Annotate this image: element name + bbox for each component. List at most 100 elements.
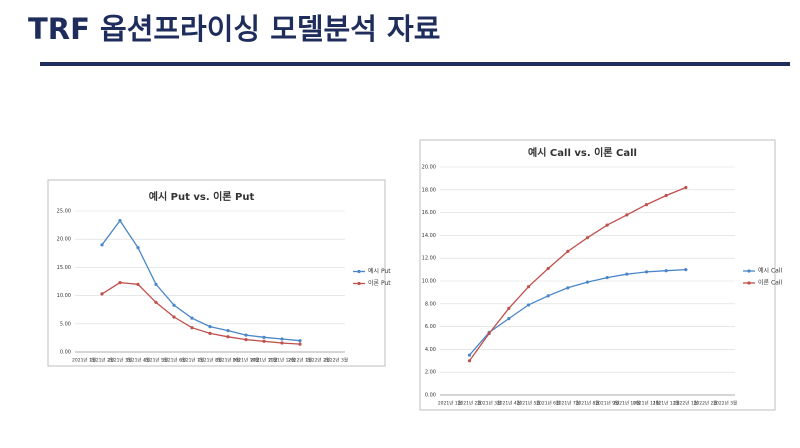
- x-tick-label: 2021년 4월: [126, 357, 150, 364]
- legend-label: 예시 Put: [368, 267, 391, 275]
- point: [546, 294, 550, 298]
- x-tick-label: 2021년 2월: [90, 357, 114, 364]
- x-tick-label: 2021년 5월: [516, 400, 540, 407]
- legend-marker: [747, 269, 751, 273]
- point: [190, 326, 194, 330]
- y-tick-label: 2.00: [425, 370, 436, 376]
- x-tick-label: 2021년 7월: [556, 400, 580, 407]
- y-tick-label: 10.00: [422, 279, 436, 285]
- point: [605, 223, 609, 227]
- y-tick-label: 20.00: [422, 165, 436, 171]
- point: [585, 280, 590, 284]
- y-tick-label: 0.00: [60, 350, 71, 356]
- point: [262, 339, 266, 343]
- x-tick-label: 2022년 3월: [713, 400, 737, 407]
- point: [118, 218, 122, 223]
- y-tick-label: 8.00: [425, 301, 436, 307]
- x-tick-label: 2022년 1월: [674, 400, 698, 407]
- y-tick-label: 20.00: [57, 237, 71, 243]
- y-tick-label: 5.00: [60, 321, 71, 327]
- point: [625, 213, 629, 217]
- point: [664, 269, 668, 273]
- point: [684, 185, 688, 190]
- x-tick-label: 2022년 1월: [288, 357, 312, 364]
- x-tick-label: 2021년 6월: [536, 400, 560, 407]
- y-tick-label: 25.00: [57, 209, 71, 215]
- x-tick-label: 2021년 8월: [575, 400, 599, 407]
- point: [507, 306, 511, 310]
- series-line: [468, 186, 687, 362]
- legend-label: 이론 Put: [368, 279, 391, 287]
- point: [526, 303, 531, 307]
- x-tick-label: 2021년 3월: [477, 400, 501, 407]
- y-tick-label: 6.00: [425, 324, 436, 330]
- x-tick-label: 2021년 4월: [497, 400, 521, 407]
- x-tick-label: 2021년 11월: [633, 400, 660, 407]
- point: [262, 335, 266, 339]
- legend-marker: [357, 269, 361, 274]
- point: [244, 333, 248, 337]
- x-tick-label: 2021년 12월: [269, 357, 296, 364]
- x-tick-label: 2021년 10월: [613, 400, 640, 407]
- point: [298, 339, 302, 343]
- x-tick-label: 2021년 8월: [198, 357, 222, 364]
- point: [467, 359, 472, 363]
- chart-title: 예시 Put vs. 이론 Put: [149, 190, 255, 203]
- point: [154, 300, 158, 304]
- point: [136, 282, 140, 286]
- series-line: [469, 268, 686, 356]
- point: [100, 292, 104, 296]
- point: [546, 266, 550, 271]
- y-tick-label: 14.00: [422, 233, 436, 239]
- x-tick-label: 2021년 1월: [438, 400, 462, 407]
- point: [664, 193, 668, 198]
- point: [467, 353, 472, 357]
- x-tick-label: 2021년 10월: [233, 357, 260, 364]
- point: [190, 316, 194, 320]
- point: [208, 331, 212, 335]
- y-tick-label: 18.00: [422, 187, 436, 193]
- y-tick-label: 0.00: [425, 393, 436, 399]
- x-tick-label: 2021년 11월: [251, 357, 278, 364]
- point: [226, 335, 230, 339]
- point: [566, 249, 570, 253]
- point: [585, 236, 590, 240]
- slide-title: TRF 옵션프라이싱 모델분석 자료: [28, 12, 440, 46]
- point: [605, 275, 609, 280]
- chart-frame: [47, 179, 386, 367]
- x-tick-label: 2022년 3월: [324, 357, 348, 364]
- legend-marker: [357, 281, 361, 286]
- y-tick-label: 15.00: [57, 265, 71, 271]
- y-tick-label: 12.00: [422, 256, 436, 262]
- point: [172, 303, 176, 307]
- chart-frame: [419, 139, 776, 411]
- point: [226, 328, 230, 333]
- x-tick-label: 2021년 5월: [144, 357, 168, 364]
- point: [118, 281, 122, 285]
- point: [684, 268, 688, 272]
- point: [487, 331, 491, 336]
- y-tick-label: 16.00: [422, 210, 436, 216]
- legend-marker: [747, 281, 751, 285]
- x-tick-label: 2021년 7월: [180, 357, 204, 364]
- point: [136, 246, 140, 250]
- point: [298, 342, 302, 346]
- x-tick-label: 2021년 12월: [653, 400, 680, 407]
- point: [625, 272, 629, 276]
- chart-title: 예시 Call vs. 이론 Call: [528, 146, 637, 159]
- point: [644, 270, 649, 274]
- point: [526, 285, 531, 289]
- x-tick-label: 2022년 2월: [306, 357, 330, 364]
- y-tick-label: 10.00: [57, 293, 71, 299]
- point: [566, 286, 570, 290]
- title-rule: [40, 62, 790, 66]
- legend-label: 예시 Call: [758, 267, 782, 275]
- x-tick-label: 2021년 9월: [595, 400, 619, 407]
- x-tick-label: 2021년 9월: [216, 357, 240, 364]
- point: [154, 282, 158, 286]
- point: [244, 337, 248, 342]
- x-tick-label: 2021년 6월: [162, 357, 186, 364]
- point: [280, 337, 284, 341]
- x-tick-label: 2021년 1월: [72, 357, 96, 364]
